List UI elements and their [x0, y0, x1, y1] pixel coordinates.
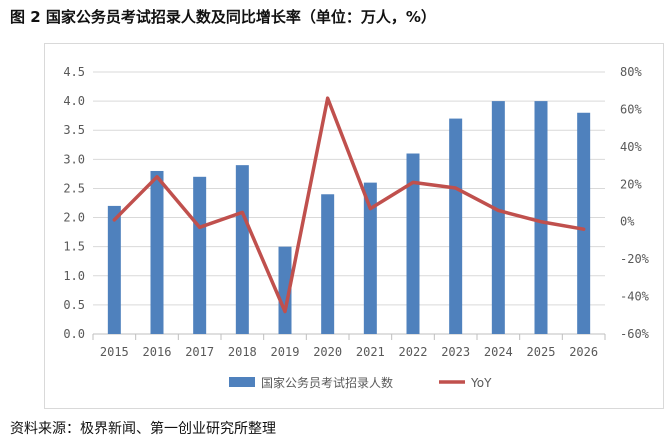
bar	[278, 246, 292, 334]
bar	[235, 165, 249, 334]
gridlines	[93, 71, 605, 335]
x-tick-label: 2025	[527, 345, 556, 359]
bar	[321, 194, 335, 334]
yoy-line-series	[112, 96, 586, 314]
left-tick-label: 1.0	[63, 269, 85, 283]
x-tick-label: 2016	[143, 345, 172, 359]
bar	[150, 170, 164, 334]
left-tick-label: 0.5	[63, 298, 85, 312]
right-axis-ticks: -60% -40% -20% 0% 20% 40% 60% 80%	[620, 65, 650, 341]
left-tick-label: 1.5	[63, 240, 85, 254]
bar-series	[107, 101, 591, 334]
right-tick-label: 20%	[620, 177, 642, 191]
legend-line-label: YoY	[470, 376, 492, 390]
x-tick-label: 2021	[356, 345, 385, 359]
x-tick-label: 2015	[100, 345, 129, 359]
x-tick-label: 2024	[484, 345, 513, 359]
figure-title: 图 2 国家公务员考试招录人数及同比增长率（单位：万人，%）	[10, 8, 436, 26]
bar	[577, 112, 591, 334]
bar	[534, 101, 548, 334]
yoy-line	[112, 96, 586, 314]
left-tick-label: 3.5	[63, 123, 85, 137]
x-tick-label: 2020	[313, 345, 342, 359]
right-tick-label: -20%	[620, 252, 650, 266]
right-tick-label: 0%	[620, 215, 635, 229]
x-axis-ticks: 2015 2016 2017 2018 2019 2020 2021 2022 2023 2024…	[92, 334, 606, 359]
bar	[363, 182, 377, 334]
left-tick-label: 4.0	[63, 94, 85, 108]
x-tick-label: 2026	[569, 345, 598, 359]
legend: 国家公务员考试招录人数 YoY	[229, 375, 492, 390]
left-tick-label: 2.0	[63, 211, 85, 225]
x-tick-label: 2023	[441, 345, 470, 359]
left-tick-label: 0.0	[63, 327, 85, 341]
bar	[449, 118, 463, 334]
bar	[107, 205, 121, 334]
x-tick-label: 2018	[228, 345, 257, 359]
right-tick-label: -60%	[620, 327, 650, 341]
right-tick-label: 40%	[620, 140, 642, 154]
bar	[406, 153, 420, 334]
legend-bar-swatch	[229, 377, 255, 387]
bar	[491, 101, 505, 334]
x-tick-label: 2019	[271, 345, 300, 359]
left-axis-ticks: 0.0 0.5 1.0 1.5 2.0 2.5 3.0 3.5 4.0 4.5	[63, 65, 85, 341]
legend-bar-label: 国家公务员考试招录人数	[261, 375, 393, 390]
x-tick-label: 2022	[399, 345, 428, 359]
right-tick-label: 80%	[620, 65, 642, 79]
left-tick-label: 4.5	[63, 65, 85, 79]
bar	[193, 176, 207, 334]
x-tick-label: 2017	[185, 345, 214, 359]
left-tick-label: 3.0	[63, 152, 85, 166]
right-tick-label: -40%	[620, 290, 650, 304]
left-tick-label: 2.5	[63, 181, 85, 195]
chart-frame	[44, 43, 664, 409]
right-tick-label: 60%	[620, 102, 642, 116]
source-note: 资料来源：极界新闻、第一创业研究所整理	[10, 421, 276, 437]
